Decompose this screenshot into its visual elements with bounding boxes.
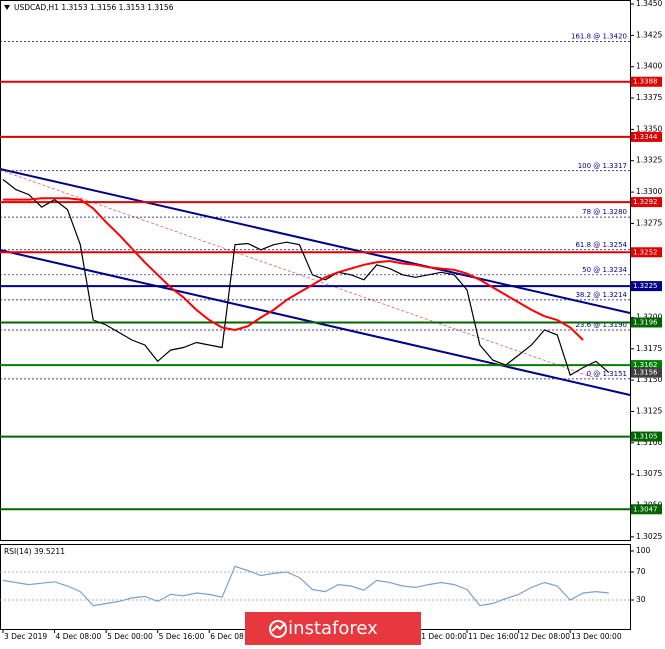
last-price-box bbox=[631, 367, 662, 378]
level-label: 1.3388 bbox=[633, 78, 658, 86]
level-label: 1.3252 bbox=[633, 248, 658, 256]
y-tick-label: 1.3125 bbox=[636, 406, 662, 415]
y-tick-label: 1.3325 bbox=[636, 156, 662, 165]
level-box bbox=[631, 431, 662, 442]
fib-label: 161.8 @ 1.3420 bbox=[571, 33, 627, 41]
series-line bbox=[2, 565, 609, 607]
x-tick-label: 5 Dec 00:00 bbox=[107, 632, 153, 641]
x-tick-label: 11 Dec 16:00 bbox=[468, 632, 519, 641]
y-tick-label: 1.3075 bbox=[636, 469, 662, 478]
x-tick-label: 5 Dec 16:00 bbox=[159, 632, 205, 641]
y-tick-label: 1.3425 bbox=[636, 30, 662, 39]
y-tick-label: 1.3400 bbox=[636, 62, 662, 71]
fib-label: 0 @ 1.3151 bbox=[587, 370, 627, 378]
level-box bbox=[631, 197, 662, 208]
level-box bbox=[631, 360, 662, 371]
level-label: 1.3162 bbox=[633, 361, 658, 369]
x-tick-label: 6 Dec 08:00 bbox=[210, 632, 256, 641]
trendline-upper bbox=[0, 168, 631, 314]
level-box bbox=[631, 247, 662, 258]
fib-diagonal bbox=[0, 169, 596, 379]
y-tick-label: 1.3350 bbox=[636, 124, 662, 133]
rsi-tick-label: 70 bbox=[636, 567, 646, 576]
level-label: 1.3196 bbox=[633, 318, 658, 326]
x-tick-label: 11 Dec 00:00 bbox=[416, 632, 467, 641]
x-tick-label: 4 Dec 08:00 bbox=[56, 632, 102, 641]
price-plot bbox=[2, 179, 610, 376]
level-box bbox=[631, 317, 662, 328]
logo bbox=[269, 620, 287, 638]
y-tick-label: 1.3300 bbox=[636, 187, 662, 196]
levels: 161.8 @ 1.3420 100 @ 1.3317 78 @ 1.3280 61.… bbox=[0, 33, 630, 511]
y-tick-label: 1.3375 bbox=[636, 93, 662, 102]
series-line bbox=[2, 179, 610, 376]
rsi-tick-label: 100 bbox=[636, 546, 651, 555]
level-box bbox=[631, 281, 662, 292]
y-tick-label: 1.3450 bbox=[636, 0, 662, 8]
series-line bbox=[3, 197, 584, 341]
level-box bbox=[631, 504, 662, 515]
fib-label: 23.6 @ 1.3190 bbox=[575, 321, 627, 329]
level-label: 1.3047 bbox=[633, 505, 658, 513]
rsi-plot bbox=[0, 565, 630, 607]
main-frame bbox=[0, 0, 631, 541]
logo-mark bbox=[271, 622, 286, 632]
fib-label: 38.2 @ 1.3214 bbox=[575, 291, 627, 299]
level-box bbox=[631, 131, 662, 142]
y-tick-label: 1.3275 bbox=[636, 218, 662, 227]
level-label: 1.3105 bbox=[633, 433, 658, 441]
level-box bbox=[631, 76, 662, 87]
level-label: 1.3292 bbox=[633, 198, 658, 206]
fib-label: 100 @ 1.3317 bbox=[578, 162, 627, 170]
y-tick-label: 1.3200 bbox=[636, 312, 662, 321]
y-tick-label: 1.3100 bbox=[636, 438, 662, 447]
rsi-tick-label: 30 bbox=[636, 595, 646, 604]
x-tick-label: 12 Dec 08:00 bbox=[520, 632, 571, 641]
rsi-title: RSI(14) 39.5211 bbox=[4, 547, 65, 556]
level-label: 1.3225 bbox=[633, 282, 658, 290]
y-tick-label: 1.3025 bbox=[636, 532, 662, 541]
x-tick-label: 13 Dec 00:00 bbox=[571, 632, 622, 641]
watermark-banner: instaforex bbox=[245, 612, 421, 645]
chart-title: USDCAD,H1 1.3153 1.3156 1.3153 1.3156 bbox=[14, 3, 174, 12]
fib-label: 78 @ 1.3280 bbox=[582, 208, 627, 216]
last-price-label: 1.3156 bbox=[633, 369, 658, 377]
title-arrow bbox=[4, 5, 10, 10]
level-label: 1.3344 bbox=[633, 133, 658, 141]
fib-label: 61.8 @ 1.3254 bbox=[575, 241, 627, 249]
watermark-text: instaforex bbox=[288, 618, 378, 639]
fib-label: 50 @ 1.3234 bbox=[582, 266, 627, 274]
y-tick-label: 1.3150 bbox=[636, 375, 662, 384]
y-tick-label: 1.3175 bbox=[636, 344, 662, 353]
x-tick-label: 3 Dec 2019 bbox=[4, 632, 47, 641]
